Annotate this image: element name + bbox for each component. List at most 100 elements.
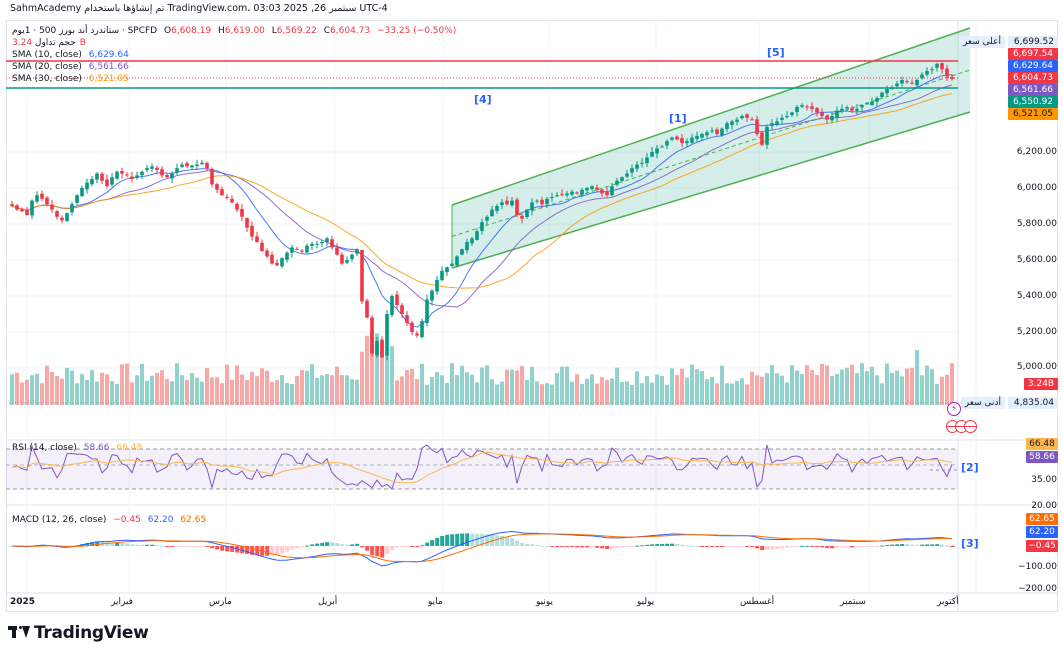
volume-bar <box>250 371 254 405</box>
symbol-legend[interactable]: ستاندرد أند بورز 500 · 1يوم · SPCFD O6,6… <box>12 26 460 36</box>
volume-bar <box>90 370 94 405</box>
macd-histogram-bar <box>545 545 550 547</box>
us-flag-event-icon[interactable] <box>964 420 977 433</box>
macd-histogram-bar <box>725 546 730 547</box>
time-label: أبريل <box>318 597 338 607</box>
volume-bar <box>555 373 559 405</box>
candle-body <box>180 164 184 167</box>
macd-histogram-bar <box>620 546 625 548</box>
candle-body <box>580 189 584 195</box>
macd-histogram-bar <box>890 544 895 546</box>
volume-bar <box>585 378 589 405</box>
macd-histogram-bar <box>340 544 345 546</box>
volume-bar <box>620 381 624 405</box>
candle-body <box>905 80 909 82</box>
macd-histogram-bar <box>575 546 580 548</box>
macd-histogram-bar <box>930 544 935 546</box>
candle-body <box>415 333 419 336</box>
volume-bar <box>930 369 934 405</box>
candle-body <box>945 68 949 77</box>
candle-body <box>395 294 399 305</box>
volume-bar <box>75 383 79 405</box>
volume-bar <box>275 380 279 405</box>
volume-bar <box>905 368 909 405</box>
macd-histogram-bar <box>940 544 945 546</box>
macd-histogram-bar <box>465 533 470 546</box>
volume-bar <box>210 377 214 405</box>
volume-bar <box>50 372 54 405</box>
candle-body <box>865 103 869 105</box>
macd-histogram-bar <box>775 546 780 549</box>
candle-body <box>405 315 409 323</box>
candle-body <box>740 116 744 119</box>
volume-bar <box>80 374 84 405</box>
sma20-legend[interactable]: SMA (20, close) 6,561.66 <box>12 62 133 72</box>
sma20-label: SMA (20, close) <box>12 62 82 72</box>
macd-histogram <box>10 533 955 558</box>
high-label: H <box>218 26 225 36</box>
macd-label: MACD (12, 26, close) <box>12 515 107 525</box>
macd-histogram-bar <box>350 544 355 546</box>
volume-bar <box>780 375 784 405</box>
macd-histogram-bar <box>755 546 760 549</box>
macd-histogram-bar <box>945 545 950 547</box>
candle-body <box>535 200 539 202</box>
volume-bar <box>515 370 519 405</box>
macd-histogram-bar <box>665 543 670 546</box>
macd-legend[interactable]: MACD (12, 26, close) −0.45 62.20 62.65 <box>12 515 210 525</box>
candle-body <box>290 247 294 253</box>
macd-histogram-bar <box>910 544 915 546</box>
candle-body <box>335 247 339 255</box>
candle-body <box>520 215 524 219</box>
annotation-3: [3] <box>961 537 979 550</box>
volume-bar <box>85 379 89 405</box>
rsi-legend[interactable]: RSI (14, close) 58.66 66.48 <box>12 443 146 453</box>
volume-bar <box>70 370 74 405</box>
volume-bar <box>815 374 819 405</box>
candle-body <box>490 209 494 217</box>
volume-bar <box>20 382 24 405</box>
volume-bar <box>420 363 424 405</box>
volume-legend[interactable]: حجم تداول 3.24B <box>12 38 90 48</box>
lightning-event-icon[interactable]: ⚡ <box>947 402 961 416</box>
macd-histogram-bar <box>475 533 480 546</box>
macd-signal-value: 62.65 <box>180 515 207 525</box>
candle-body <box>165 175 169 178</box>
volume-bar <box>605 379 609 405</box>
macd-histogram-bar <box>375 546 380 557</box>
volume-bar <box>700 370 704 405</box>
chart-frame[interactable] <box>6 20 1058 612</box>
volume-bar <box>630 384 634 405</box>
candle-body <box>885 89 889 94</box>
sma30-legend[interactable]: SMA (30, close) 6,521.05 <box>12 74 133 84</box>
volume-bar <box>695 369 699 405</box>
candle-body <box>725 123 729 129</box>
candle-body <box>485 216 489 221</box>
volume-bar <box>805 365 809 405</box>
candle-body <box>195 164 199 167</box>
candle-body <box>510 200 514 206</box>
macd-histogram-bar <box>400 546 405 547</box>
candle-body <box>675 136 679 140</box>
macd-histogram-bar <box>155 545 160 547</box>
macd-histogram-bar <box>510 538 515 546</box>
macd-histogram-bar <box>390 546 395 550</box>
macd-histogram-bar <box>745 546 750 547</box>
tradingview-logo[interactable]: TradingView <box>8 623 149 643</box>
volume-bar <box>505 369 509 405</box>
volume-bar <box>125 363 129 405</box>
sma10-legend[interactable]: SMA (10, close) 6,629.64 <box>12 50 133 60</box>
macd-histogram-bar <box>905 544 910 546</box>
candle-body <box>800 105 804 107</box>
candle-body <box>605 192 609 196</box>
candle-body <box>250 225 254 237</box>
volume-bar <box>65 367 69 405</box>
candle-body <box>410 322 414 332</box>
volume-bar <box>445 383 449 405</box>
macd-signal-line <box>12 533 953 563</box>
candle-body <box>355 249 359 254</box>
candle-body <box>375 341 379 356</box>
macd-histogram-bar <box>730 546 735 547</box>
candle-body <box>325 238 329 243</box>
